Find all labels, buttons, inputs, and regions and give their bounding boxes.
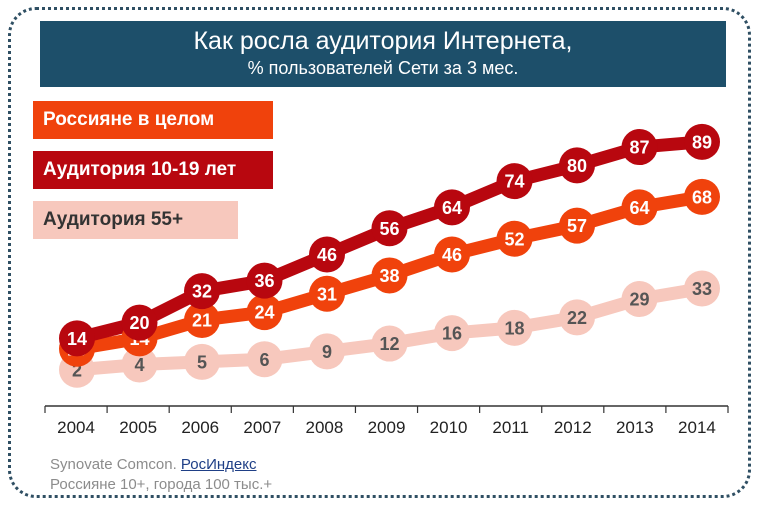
data-point xyxy=(59,320,95,357)
data-label: 56 xyxy=(379,219,399,239)
data-label: 4 xyxy=(134,355,144,375)
x-tick-label: 2012 xyxy=(554,418,592,437)
data-label: 18 xyxy=(504,318,524,338)
data-point xyxy=(496,163,533,200)
data-label: 80 xyxy=(567,156,587,176)
data-label: 32 xyxy=(192,282,212,302)
data-label: 9 xyxy=(322,342,332,362)
data-label: 6 xyxy=(259,350,269,370)
source-prefix: Synovate Comcon. xyxy=(50,456,181,473)
data-point xyxy=(559,299,595,336)
x-tick-label: 2008 xyxy=(305,418,343,437)
data-point xyxy=(309,236,345,273)
data-label: 29 xyxy=(629,290,649,310)
x-tick-label: 2013 xyxy=(616,418,654,437)
data-point xyxy=(559,207,595,244)
data-point xyxy=(184,273,220,310)
data-label: 31 xyxy=(317,284,337,304)
data-label: 64 xyxy=(629,198,649,218)
data-label: 14 xyxy=(67,329,87,349)
data-point xyxy=(621,281,658,318)
data-point xyxy=(121,304,158,341)
title-banner: Как росла аудитория Интернета, % пользов… xyxy=(40,21,726,87)
source-note: Synovate Comcon. РосИндекс Россияне 10+,… xyxy=(50,455,272,495)
data-point xyxy=(496,220,533,257)
data-point xyxy=(309,333,345,370)
data-label: 57 xyxy=(567,216,587,236)
data-label: 22 xyxy=(567,308,587,328)
data-label: 21 xyxy=(192,310,212,330)
data-point xyxy=(121,346,158,383)
data-label: 68 xyxy=(692,187,712,207)
data-label: 38 xyxy=(379,266,399,286)
chart-subtitle: % пользователей Сети за 3 мес. xyxy=(247,58,519,78)
data-point xyxy=(246,262,283,299)
data-label: 33 xyxy=(692,279,712,299)
chart-title: Как росла аудитория Интернета, xyxy=(193,27,573,55)
x-tick-label: 2004 xyxy=(57,418,95,437)
data-label: 46 xyxy=(317,245,337,265)
data-label: 46 xyxy=(442,245,462,265)
data-label: 74 xyxy=(504,172,524,192)
data-point xyxy=(371,210,408,247)
x-tick-label: 2014 xyxy=(678,418,716,437)
legend-item-audience-55plus: Аудитория 55+ xyxy=(33,201,238,239)
data-label: 36 xyxy=(254,271,274,291)
data-label: 64 xyxy=(442,198,462,218)
data-point xyxy=(496,309,533,346)
legend-item-audience-10-19: Аудитория 10-19 лет xyxy=(33,151,273,189)
data-point xyxy=(621,129,658,166)
data-point xyxy=(371,325,408,362)
x-tick-label: 2010 xyxy=(430,418,468,437)
data-label: 2 xyxy=(72,360,82,380)
data-point xyxy=(246,341,283,378)
data-label: 52 xyxy=(504,229,524,249)
data-point xyxy=(184,301,220,338)
data-point xyxy=(309,275,345,312)
data-label: 89 xyxy=(692,132,712,152)
data-point xyxy=(621,189,658,226)
x-tick-label: 2007 xyxy=(243,418,281,437)
source-link[interactable]: РосИндекс xyxy=(180,456,257,473)
data-label: 5 xyxy=(197,352,207,372)
data-point xyxy=(371,257,408,294)
x-tick-label: 2009 xyxy=(368,418,406,437)
data-label: 20 xyxy=(129,313,149,333)
data-point xyxy=(434,236,470,273)
data-point xyxy=(684,178,720,215)
data-point xyxy=(684,123,720,160)
data-label: 24 xyxy=(254,303,274,323)
data-label: 16 xyxy=(442,324,462,344)
x-tick-label: 2005 xyxy=(119,418,157,437)
x-tick-label: 2011 xyxy=(492,418,529,437)
data-label: 87 xyxy=(629,138,649,158)
legend-item-russians-total: Россияне в целом xyxy=(33,101,273,139)
x-tick-label: 2006 xyxy=(181,418,219,437)
data-point xyxy=(559,147,595,184)
data-point xyxy=(246,294,283,331)
chart-frame xyxy=(8,7,751,498)
data-point xyxy=(684,270,720,307)
data-point xyxy=(434,189,470,226)
source-sample-note: Россияне 10+, города 100 тыс.+ xyxy=(50,476,273,493)
data-point xyxy=(184,343,220,380)
data-point xyxy=(434,315,470,352)
data-label: 12 xyxy=(379,334,399,354)
